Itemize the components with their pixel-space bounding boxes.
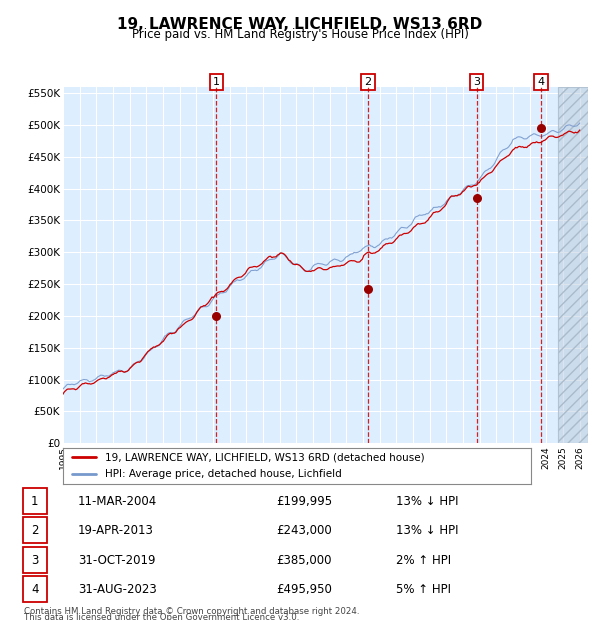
Text: 3: 3 (31, 554, 38, 567)
Bar (557, 87, 588, 443)
Text: 13% ↓ HPI: 13% ↓ HPI (396, 525, 458, 538)
Text: £243,000: £243,000 (276, 525, 332, 538)
Text: £199,995: £199,995 (276, 495, 332, 508)
Text: HPI: Average price, detached house, Lichfield: HPI: Average price, detached house, Lich… (105, 469, 342, 479)
Text: £495,950: £495,950 (276, 583, 332, 596)
Text: £385,000: £385,000 (276, 554, 331, 567)
Text: 4: 4 (31, 583, 38, 596)
Text: 2: 2 (364, 77, 371, 87)
Text: 19-APR-2013: 19-APR-2013 (78, 525, 154, 538)
Text: 3: 3 (473, 77, 481, 87)
Text: 13% ↓ HPI: 13% ↓ HPI (396, 495, 458, 508)
Text: 1: 1 (31, 495, 38, 508)
Text: This data is licensed under the Open Government Licence v3.0.: This data is licensed under the Open Gov… (24, 613, 299, 620)
Text: 31-OCT-2019: 31-OCT-2019 (78, 554, 155, 567)
Text: 19, LAWRENCE WAY, LICHFIELD, WS13 6RD: 19, LAWRENCE WAY, LICHFIELD, WS13 6RD (118, 17, 482, 32)
Text: Contains HM Land Registry data © Crown copyright and database right 2024.: Contains HM Land Registry data © Crown c… (24, 607, 359, 616)
Text: 2% ↑ HPI: 2% ↑ HPI (396, 554, 451, 567)
Text: 31-AUG-2023: 31-AUG-2023 (78, 583, 157, 596)
Text: 5% ↑ HPI: 5% ↑ HPI (396, 583, 451, 596)
Text: 1: 1 (212, 77, 220, 87)
Text: Price paid vs. HM Land Registry's House Price Index (HPI): Price paid vs. HM Land Registry's House … (131, 28, 469, 41)
Text: 11-MAR-2004: 11-MAR-2004 (78, 495, 157, 508)
Bar (557, 87, 588, 443)
Text: 2: 2 (31, 525, 38, 538)
Text: 4: 4 (537, 77, 544, 87)
Text: 19, LAWRENCE WAY, LICHFIELD, WS13 6RD (detached house): 19, LAWRENCE WAY, LICHFIELD, WS13 6RD (d… (105, 453, 425, 463)
